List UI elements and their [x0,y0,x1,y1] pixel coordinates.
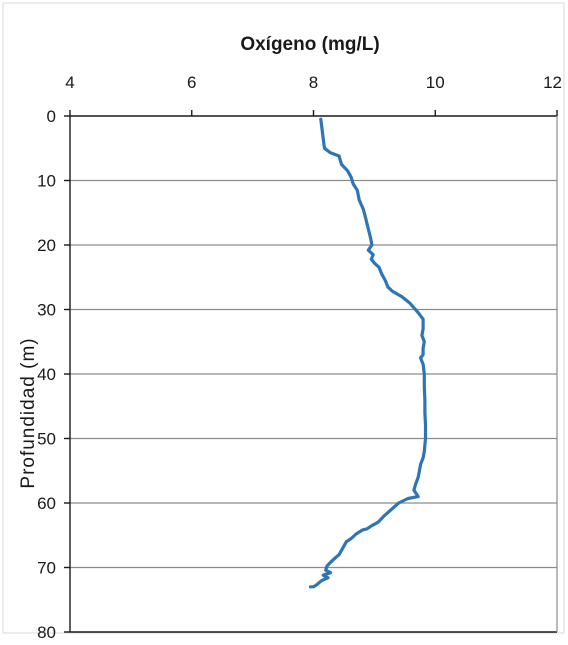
y-tick-label: 60 [37,494,56,513]
chart-area-border [2,2,565,634]
y-tick-label: 80 [37,623,56,642]
y-tick-label: 0 [47,107,56,126]
x-tick-label: 10 [426,73,445,92]
y-tick-label: 70 [37,559,56,578]
gridlines [70,179,557,569]
y-tick-label: 10 [37,172,56,191]
y-tick-label: 50 [37,430,56,449]
x-tick-label: 12 [543,73,562,92]
x-axis-title: Oxígeno (mg/L) [240,34,379,55]
series-group [308,117,428,589]
tick-labels: 0 10 20 30 40 50 60 70 80 4 6 8 10 12 [37,73,562,642]
axes [64,110,558,633]
y-axis-title: Profundidad (m) [18,337,39,488]
x-tick-label: 6 [187,73,196,92]
x-tick-label: 8 [309,73,318,92]
x-tick-label: 4 [65,73,74,92]
series-line-oxygen [308,117,428,589]
y-tick-label: 40 [37,365,56,384]
y-tick-label: 30 [37,301,56,320]
y-tick-label: 20 [37,236,56,255]
